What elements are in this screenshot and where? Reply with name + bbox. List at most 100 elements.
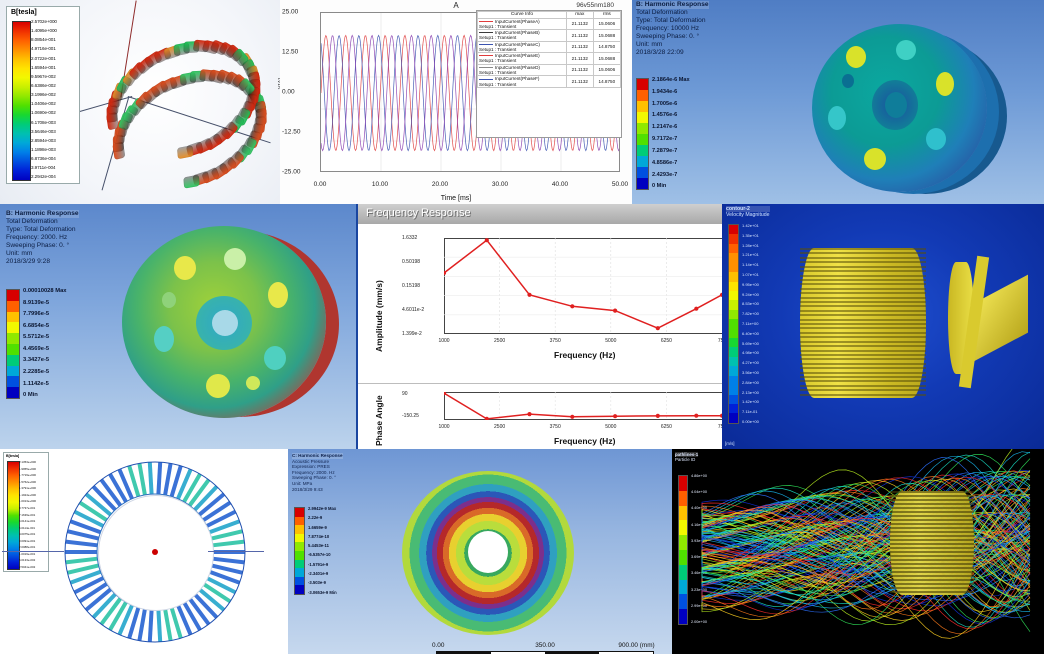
- color-bar-value: 1.42e+01: [742, 223, 759, 228]
- impeller-blade: [800, 309, 926, 312]
- color-swatch: [679, 535, 687, 550]
- phase-y-axis-label: Phase Angle: [374, 395, 384, 446]
- y-tick: 0.00: [282, 88, 295, 96]
- color-bar-value: 1.0690e-002: [31, 110, 56, 116]
- header-line: Frequency: 2000. Hz: [292, 469, 335, 475]
- color-swatch: [637, 101, 648, 112]
- color-swatch: [295, 576, 304, 586]
- impeller-blade: [890, 527, 974, 529]
- y-tick: -12.50: [282, 128, 301, 136]
- color-bar-value: 2.5702e+000: [31, 19, 57, 24]
- impeller-blade: [800, 252, 926, 255]
- color-bar-value: -3.0653e-9 Min: [308, 589, 337, 595]
- y-tick: -150.25: [402, 413, 419, 419]
- panel-harmonic-response-10000: B: Harmonic Response Total Deformation Typ…: [632, 0, 1044, 204]
- x-tick: 750: [717, 338, 724, 344]
- color-bar-value: -1.5791e-9: [308, 561, 329, 567]
- impeller-blade: [800, 314, 926, 317]
- impeller-blade: [800, 336, 926, 339]
- color-swatch: [7, 365, 19, 377]
- color-bar-values: 2.9942e-9 Max 2.22e-9 1.6659e-9 7.8774e-10 5…: [305, 506, 337, 595]
- color-swatch: [7, 322, 19, 334]
- impeller-blade: [800, 375, 926, 378]
- legend-name-cell: InputCurrent(PhaseB) Setup1 : Transient: [477, 29, 567, 42]
- x-tick: 6250: [660, 338, 672, 344]
- x-tick: 3750: [549, 338, 561, 344]
- x-tick: 2500: [494, 424, 506, 430]
- color-bar-value: 4.16e+00: [691, 522, 707, 527]
- impeller-blade: [800, 248, 926, 250]
- impeller-blade: [890, 519, 974, 521]
- color-swatch: [637, 79, 648, 90]
- color-bar-deformation: 2.1864e-6 Max 1.9434e-6 1.7005e-6 1.4576e-6…: [636, 77, 690, 190]
- amplitude-chart: Amplitude (mm/s) 1.6332 0.50198 0.15198 4.6…: [358, 224, 724, 372]
- stator-tooth: [176, 145, 194, 160]
- legend-name-cell: InputCurrent(PhaseC) Setup1 : Transient: [477, 40, 567, 54]
- y-tick: 1.6332: [402, 235, 418, 241]
- impeller-blade: [800, 274, 926, 277]
- charts-container: Amplitude (mm/s) 1.6332 0.50198 0.15198 4.6…: [358, 224, 724, 449]
- impeller-blade: [890, 515, 974, 517]
- rotor-disc-3d: [122, 226, 356, 418]
- impeller-blade: [800, 261, 926, 264]
- color-swatch: [729, 385, 738, 395]
- header-line: Acoustic Pressure: [292, 458, 330, 464]
- color-bar-value: 1.2147e-6: [652, 124, 678, 131]
- impeller-blade: [800, 345, 926, 348]
- color-bar-value: 1.6659e-9: [308, 524, 327, 530]
- color-swatch: [637, 134, 648, 145]
- color-swatch: [729, 309, 738, 320]
- legend-setup: Setup1 : Transient: [479, 23, 517, 29]
- impeller-blade: [800, 384, 926, 387]
- impeller-blade: [800, 323, 926, 325]
- result-header: B: Harmonic Response Total Deformation Typ…: [636, 1, 709, 57]
- color-swatch: [729, 281, 738, 291]
- x-tick: 0.00: [313, 181, 327, 188]
- impeller-blade: [800, 256, 926, 259]
- impeller-blade: [890, 531, 974, 533]
- impeller-blade: [890, 495, 974, 497]
- x-axis-label: Time [ms]: [440, 195, 472, 202]
- pathlines-header: pathlines-1 Particle ID: [675, 452, 699, 463]
- color-bar-value: 1.1142e-5: [23, 380, 49, 387]
- color-bar-value: 0.00e+00: [742, 418, 759, 424]
- color-swatch: [729, 404, 738, 414]
- impeller-blade: [890, 547, 974, 549]
- impeller-blade: [890, 591, 974, 593]
- impeller-blade: [890, 539, 974, 541]
- color-swatch: [7, 387, 19, 398]
- color-bar-value: 5.69e+00: [742, 340, 759, 346]
- color-swatch: [729, 347, 738, 357]
- y-tick: 25.00: [282, 8, 299, 16]
- color-swatch: [729, 375, 738, 386]
- impeller-blade: [800, 296, 926, 299]
- legend-row: InputCurrent(PhaseB) Setup1 : Transient 21…: [477, 29, 622, 42]
- header-line: 2018/3/29 9:28: [6, 258, 50, 266]
- legend-rms-cell: 15.0688: [592, 29, 622, 42]
- impeller-blade: [800, 270, 926, 273]
- color-bar-particle-id: 4.86e+00 4.04e+00 4.40e+00 4.16e+00 3.93e+00…: [678, 474, 707, 625]
- panel-acoustic-pressure: C: Harmonic Response Acoustic Pressure Exp…: [288, 449, 672, 654]
- chart-title: A: [453, 1, 459, 10]
- panel-current-waveform: A 96v55nm180 25.00 12.50 0.00 -12.50 -25.00 …: [280, 0, 632, 204]
- color-bar-value: 1.0406e-002: [31, 101, 56, 107]
- impeller-blade: [800, 331, 926, 334]
- legend-title: B[tesla]: [11, 9, 37, 16]
- color-bar-velocity: 1.42e+01 1.35e+01 1.28e+01 1.21e+01 1.14e+01…: [728, 224, 759, 424]
- panel-frequency-response: Frequency Response Amplitude (mm/s) 1.63…: [356, 204, 724, 449]
- legend-curve-name: InputCurrent(PhaseF): [495, 76, 540, 82]
- color-bar-value: 6.8736e-004: [31, 156, 56, 162]
- y-tick: -25.00: [282, 168, 301, 176]
- header-line: C: Harmonic Response: [292, 453, 343, 459]
- impeller-blade: [800, 389, 926, 392]
- color-swatch: [729, 300, 738, 310]
- color-bar-value: 1.42e+00: [742, 399, 759, 405]
- header-line: pathlines-1: [675, 452, 699, 458]
- color-bar-value: 8.53e+00: [742, 301, 759, 307]
- color-swatch: [295, 568, 304, 577]
- stator-cross-section: [2, 459, 264, 645]
- color-bar-value: 3.46e+00: [691, 571, 707, 576]
- impeller-blade: [800, 305, 926, 308]
- color-bar-value: 1.21e+01: [742, 252, 759, 258]
